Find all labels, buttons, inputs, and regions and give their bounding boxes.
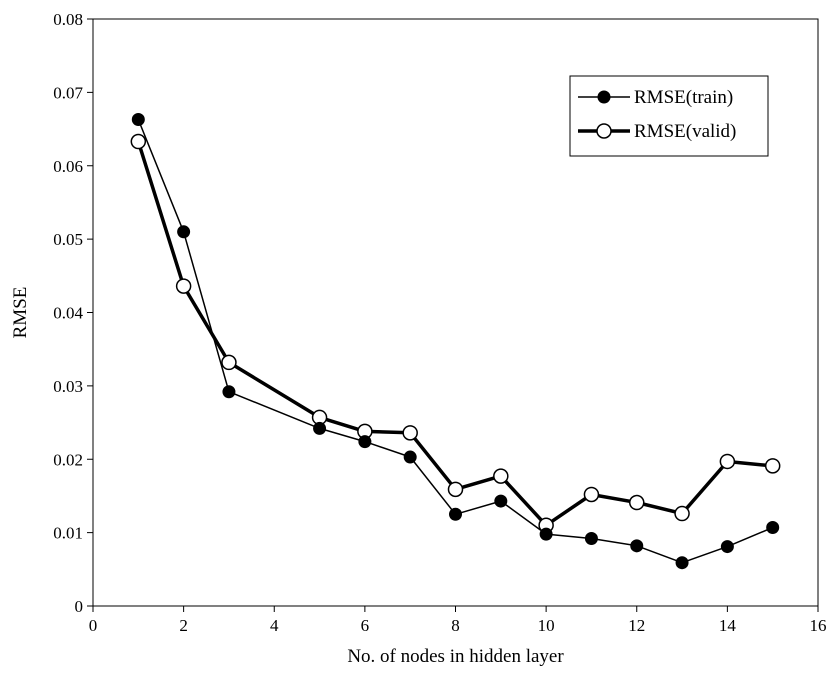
- train-point: [358, 435, 372, 449]
- x-tick-label: 2: [179, 616, 188, 635]
- legend-marker: [597, 90, 611, 104]
- y-tick-label: 0.08: [53, 10, 83, 29]
- y-axis-label: RMSE: [10, 287, 31, 339]
- y-tick-label: 0.03: [53, 377, 83, 396]
- x-tick-label: 16: [810, 616, 826, 635]
- x-tick-label: 8: [451, 616, 460, 635]
- train-point: [313, 421, 327, 435]
- valid-point: [764, 458, 781, 474]
- x-tick-label: 12: [628, 616, 645, 635]
- legend-label: RMSE(valid): [634, 121, 736, 142]
- y-tick-label: 0.01: [53, 524, 83, 543]
- legend: RMSE(train) RMSE(valid): [569, 75, 769, 157]
- valid-point: [402, 425, 418, 441]
- valid-point: [221, 354, 237, 371]
- x-axis-label: No. of nodes in hidden layer: [347, 646, 564, 667]
- train-point: [403, 450, 417, 464]
- train-point: [630, 539, 644, 553]
- legend-box: [569, 75, 769, 157]
- series-layer: [130, 113, 781, 570]
- valid-point: [493, 468, 509, 484]
- y-tick-label: 0: [75, 597, 84, 616]
- y-tick-label: 0.07: [53, 83, 83, 102]
- series-line-valid: [136, 140, 773, 528]
- train-point: [766, 520, 780, 534]
- train-point: [131, 113, 145, 127]
- train-point: [539, 527, 553, 541]
- train-point: [177, 225, 191, 239]
- x-tick-label: 10: [538, 616, 555, 635]
- valid-point: [674, 505, 690, 522]
- axes: 0 2 4 6 8 10 12 14 16 0 0.01 0.02 0.03 0.04 0.05 0.06 0.…: [53, 10, 826, 635]
- valid-point: [583, 486, 600, 503]
- valid-point: [629, 494, 645, 511]
- x-tick-label: 0: [89, 616, 98, 635]
- y-tick-label: 0.04: [53, 304, 83, 323]
- y-tick-label: 0.02: [53, 450, 83, 469]
- y-tick-label: 0.06: [53, 157, 83, 176]
- train-point: [720, 540, 734, 554]
- y-tick-label: 0.05: [53, 230, 83, 249]
- train-point: [222, 385, 236, 399]
- valid-point: [447, 481, 464, 498]
- series-line-train: [137, 119, 773, 564]
- valid-point: [130, 133, 147, 150]
- legend-marker: [596, 123, 612, 139]
- valid-point: [175, 278, 192, 294]
- train-point: [675, 556, 689, 570]
- valid-point: [719, 453, 736, 470]
- legend-label: RMSE(train): [634, 87, 733, 108]
- train-point: [494, 494, 508, 508]
- x-tick-label: 6: [361, 616, 370, 635]
- x-tick-label: 14: [719, 616, 737, 635]
- x-tick-label: 4: [270, 616, 279, 635]
- train-point: [584, 531, 598, 545]
- train-point: [449, 507, 462, 521]
